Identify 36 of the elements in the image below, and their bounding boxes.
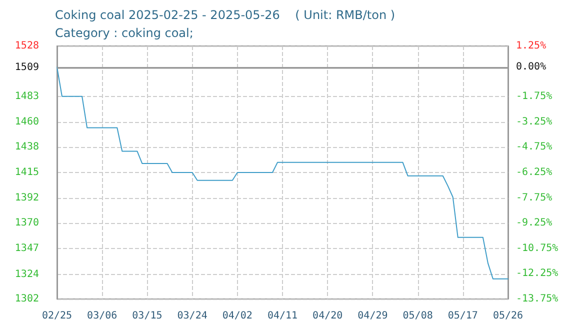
x-tick-label: 03/06 [87, 310, 118, 322]
y2-tick-label: -9.25% [516, 218, 552, 229]
y2-tick-label: -12.25% [516, 268, 558, 280]
chart-subtitle: Category : coking coal; [55, 26, 194, 40]
y-tick-label: 1415 [14, 167, 39, 178]
y2-tick-label: -7.75% [516, 192, 552, 204]
x-tick-label: 04/29 [358, 310, 388, 322]
y-tick-label: 1370 [14, 217, 39, 228]
y-tick-label: 1438 [14, 141, 39, 152]
y-tick-label: 1392 [14, 192, 39, 204]
x-tick-label: 02/25 [42, 310, 72, 322]
y2-tick-label: -4.75% [516, 142, 552, 153]
x-tick-label: 04/11 [267, 310, 298, 322]
y2-tick-label: -6.25% [516, 167, 552, 178]
y2-tick-label: 1.25% [516, 40, 546, 52]
y-tick-label: 1460 [14, 116, 39, 128]
y-tick-label: 1347 [14, 243, 39, 254]
x-tick-label: 05/08 [402, 310, 433, 322]
y-tick-label: 1483 [14, 90, 39, 102]
x-tick-label: 04/02 [222, 310, 252, 322]
x-tick-label: 03/24 [177, 310, 208, 322]
x-tick-label: 05/26 [492, 310, 524, 322]
chart-title: Coking coal 2025-02-25 - 2025-05-26 ( Unit: RMB/ton ) [55, 8, 396, 22]
y-tick-label: 1528 [14, 40, 39, 52]
line-series [56, 66, 508, 280]
y2-tick-label: -10.75% [516, 242, 558, 254]
x-tick-label: 03/15 [132, 310, 162, 322]
x-tick-label: 05/17 [448, 310, 478, 322]
y2-tick-label: -1.75% [516, 91, 552, 102]
y-tick-label: 1324 [14, 268, 39, 280]
y2-tick-label: -3.25% [516, 116, 552, 128]
x-tick-label: 04/20 [312, 310, 343, 322]
y-tick-label: 1302 [14, 294, 39, 304]
y2-tick-label: -13.75% [516, 294, 558, 304]
y-tick-label: 1509 [14, 62, 39, 73]
y2-tick-label: 0.00% [516, 62, 546, 73]
